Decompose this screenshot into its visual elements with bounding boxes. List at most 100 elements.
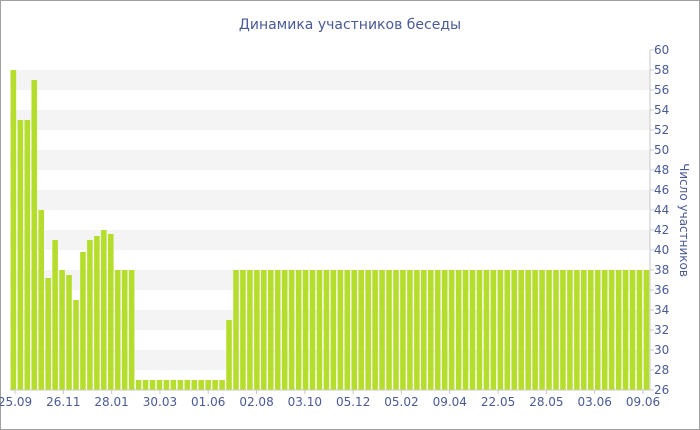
bar: [87, 240, 93, 390]
y-tick-label: 48: [654, 163, 669, 177]
y-tick-label: 52: [654, 123, 669, 137]
bar: [546, 270, 552, 390]
y-tick-labels: 26 28 30 32 34 36 38 40 42 44 46 48 50 52 54 56 58 60: [650, 43, 669, 397]
y-tick-label: 26: [654, 383, 669, 397]
bar: [601, 270, 608, 390]
bar: [59, 270, 65, 390]
bar: [421, 270, 427, 390]
bar: [38, 210, 44, 390]
y-tick-label: 46: [654, 183, 669, 197]
bar: [553, 270, 559, 390]
bar: [24, 120, 31, 390]
grid-band: [10, 310, 650, 330]
bar: [379, 270, 385, 390]
y-tick-label: 50: [654, 143, 669, 157]
bar: [372, 270, 378, 390]
y-tick-label: 38: [654, 263, 669, 277]
bar: [337, 270, 344, 390]
x-tick-label: 03.10: [288, 395, 322, 409]
x-tick-label: 30.03: [143, 395, 177, 409]
bar: [254, 270, 260, 390]
bar: [407, 270, 413, 390]
axes: [10, 50, 651, 391]
bar: [149, 380, 156, 390]
bar: [66, 275, 72, 390]
bar: [414, 270, 420, 390]
grid-band: [10, 230, 650, 250]
grid-bands: [10, 70, 650, 370]
bar: [434, 270, 441, 390]
bar: [462, 270, 469, 390]
x-tick-label: 02.08: [239, 395, 273, 409]
x-tick-label: 09.06: [626, 395, 660, 409]
bar: [365, 270, 371, 390]
bar: [281, 270, 288, 390]
bar: [121, 270, 128, 390]
bar: [177, 380, 184, 390]
x-tick-label: 26.11: [46, 395, 80, 409]
bar: [10, 70, 17, 390]
bar: [615, 270, 622, 390]
bar: [636, 270, 643, 390]
bar: [490, 270, 497, 390]
grid-band: [10, 190, 650, 210]
bar: [483, 270, 490, 390]
grid-band: [10, 350, 650, 370]
bar: [344, 270, 351, 390]
bar: [309, 270, 316, 390]
bar: [184, 380, 191, 390]
bar: [101, 230, 107, 390]
bar: [587, 270, 594, 390]
bar: [608, 270, 615, 390]
bar: [574, 270, 580, 390]
bar: [128, 270, 135, 390]
grid-band: [10, 150, 650, 170]
bar: [80, 252, 86, 390]
y-tick-label: 30: [654, 343, 669, 357]
y-tick-label: 40: [654, 243, 669, 257]
bar: [469, 270, 476, 390]
bar: [295, 270, 302, 390]
bar: [233, 270, 239, 390]
bar: [135, 380, 142, 390]
grid-band: [10, 270, 650, 290]
bar: [212, 380, 218, 390]
bar: [198, 380, 204, 390]
bar: [386, 270, 392, 390]
bar: [448, 270, 455, 390]
bar: [274, 270, 281, 390]
bar: [351, 270, 358, 390]
y-tick-label: 58: [654, 63, 669, 77]
bar: [114, 270, 121, 390]
bar: [288, 270, 295, 390]
bar: [504, 270, 511, 390]
y-tick-label: 56: [654, 83, 669, 97]
y-tick-label: 44: [654, 203, 669, 217]
bar: [629, 270, 636, 390]
bar: [400, 270, 406, 390]
bar: [643, 270, 650, 390]
bar: [539, 270, 545, 390]
y-tick-label: 28: [654, 363, 669, 377]
bar: [330, 270, 337, 390]
x-tick-label: 01.06: [191, 395, 225, 409]
x-tick-label: 25.09: [0, 395, 32, 409]
bar: [17, 120, 24, 390]
bar: [427, 270, 434, 390]
bar: [163, 380, 170, 390]
x-tick-label: 22.05: [481, 395, 515, 409]
bar: [316, 270, 323, 390]
y-tick-label: 34: [654, 303, 669, 317]
bar: [518, 270, 524, 390]
bar: [261, 270, 267, 390]
bar: [455, 270, 462, 390]
x-tick-label: 03.06: [578, 395, 612, 409]
bar: [302, 270, 309, 390]
chart-title: Динамика участников беседы: [239, 17, 461, 33]
bar: [511, 270, 518, 390]
bar: [247, 270, 253, 390]
bar: [226, 320, 232, 390]
bar: [525, 270, 531, 390]
bar: [594, 270, 601, 390]
